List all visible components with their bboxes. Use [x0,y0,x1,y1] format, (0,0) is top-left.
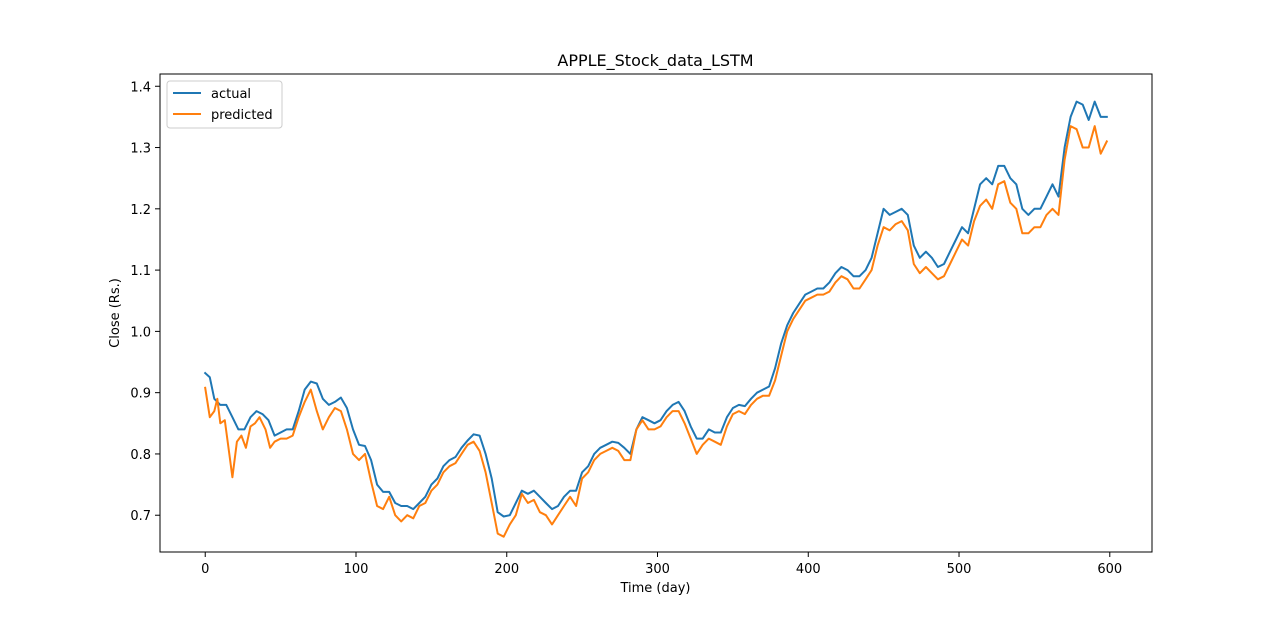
y-tick-label: 1.2 [130,203,151,218]
x-tick-label: 300 [645,562,670,577]
x-tick-label: 400 [796,562,821,577]
plot-frame [159,73,1153,553]
plot-area: 0 100 200 300 400 500 600 0.7 0.8 0.9 1.0 1.1 1.2 1.3… [130,73,1153,577]
chart-title: APPLE_Stock_data_LSTM [557,51,753,71]
x-tick-label: 0 [201,562,209,577]
y-tick-label: 0.7 [130,509,151,524]
x-tick-label: 500 [947,562,972,577]
y-tick-label: 1.3 [130,142,151,157]
y-tick-label: 1.4 [130,80,151,95]
y-tick-label: 1.0 [130,325,151,340]
series-line-predicted [204,125,1109,538]
x-axis-label: Time (day) [619,581,690,596]
series-line-actual [203,100,1108,518]
y-tick-label: 1.1 [130,264,151,279]
y-tick-label: 0.9 [130,387,151,402]
x-tick-label: 100 [344,562,369,577]
y-axis-label: Close (Rs.) [108,278,123,348]
legend-label-predicted: predicted [211,108,273,123]
y-tick-label: 0.8 [130,448,151,463]
x-tick-label: 200 [494,562,519,577]
x-tick-label: 600 [1097,562,1122,577]
legend-label-actual: actual [211,87,251,102]
